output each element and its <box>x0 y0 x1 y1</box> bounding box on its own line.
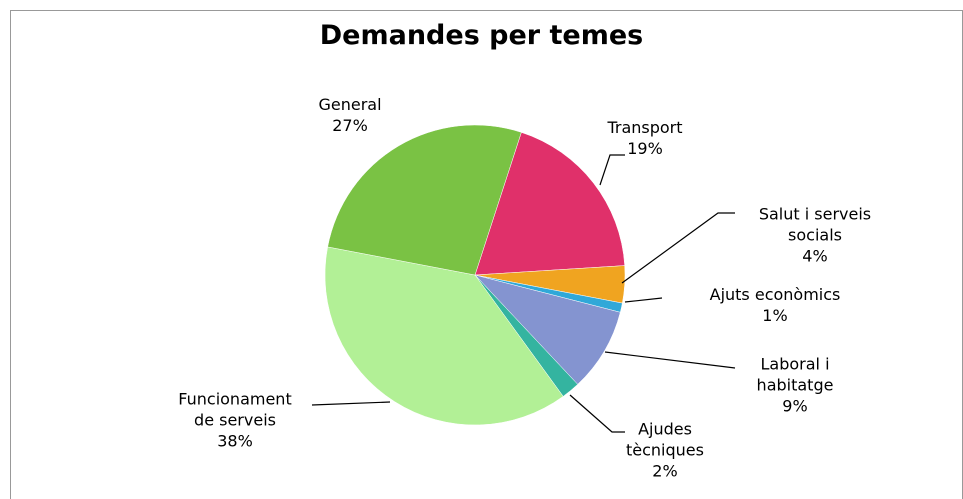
slice-label: General 27% <box>295 94 405 136</box>
leader-line <box>599 154 625 186</box>
slice-value: 19% <box>627 139 663 158</box>
slice-name: Ajudes tècniques <box>626 419 704 460</box>
slice-label: Laboral i habitatge 9% <box>745 354 845 417</box>
slice-label: Transport 19% <box>585 117 705 159</box>
slice-name: Laboral i habitatge <box>756 354 834 395</box>
slice-value: 9% <box>782 396 808 416</box>
slice-name: General <box>318 95 382 114</box>
leader-line <box>604 351 736 369</box>
slice-value: 2% <box>652 461 678 481</box>
slice-value: 27% <box>332 116 368 135</box>
pie-slice <box>474 132 625 276</box>
slice-name: Salut i serveis socials <box>758 204 872 245</box>
leader-line <box>624 297 663 303</box>
leader-line <box>569 394 625 433</box>
pie-slice <box>474 274 621 385</box>
pie-slice <box>327 124 522 276</box>
slice-label: Ajudes tècniques 2% <box>615 419 715 482</box>
slice-label: Funcionament de serveis 38% <box>173 389 298 452</box>
slice-value: 1% <box>762 306 788 325</box>
slice-value: 4% <box>802 246 828 266</box>
chart-title: Demandes per temes <box>319 20 644 51</box>
slice-name: Funcionament de serveis <box>178 389 292 430</box>
leader-line <box>311 401 391 406</box>
leader-line <box>621 212 735 284</box>
slice-name: Ajuts econòmics <box>709 285 841 304</box>
slice-label: Salut i serveis socials 4% <box>735 204 895 267</box>
pie-slice <box>324 246 564 426</box>
slice-value: 38% <box>217 431 253 451</box>
slice-label: Ajuts econòmics 1% <box>665 284 885 326</box>
slice-name: Transport <box>607 118 683 137</box>
